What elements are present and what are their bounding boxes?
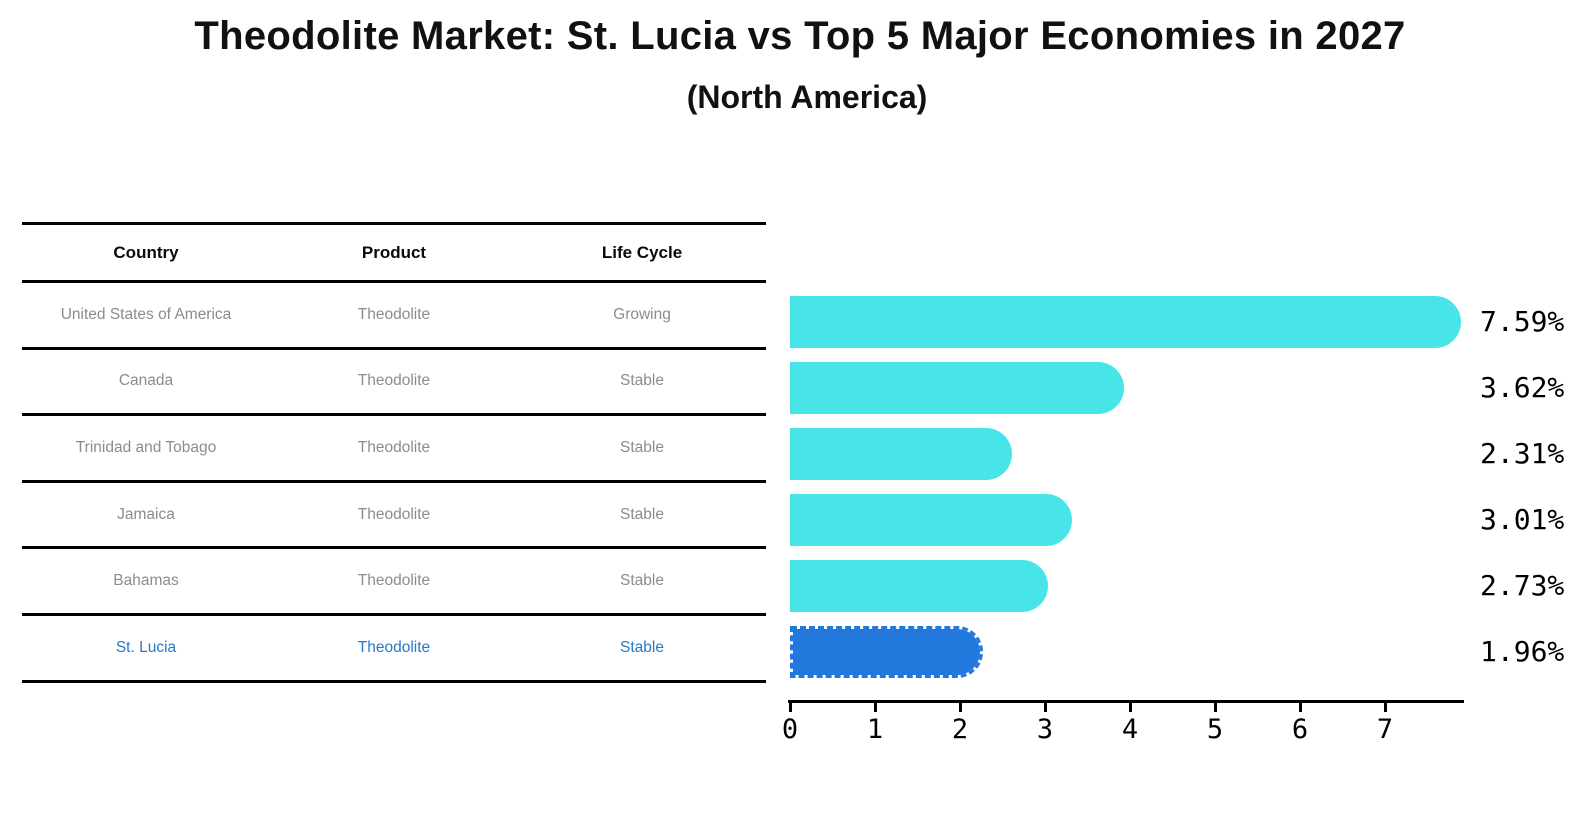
x-axis-tick-label: 3 [1036,714,1054,745]
x-axis-tick-label: 7 [1376,714,1394,745]
table-header-product: Product [361,242,427,262]
bar-value-label: 3.62% [1480,371,1565,404]
table-cell-life-cycle: Stable [620,572,664,590]
chart-title: Theodolite Market: St. Lucia vs Top 5 Ma… [194,14,1406,58]
table-cell-country: Trinidad and Tobago [75,438,217,456]
table-body: United States of America Theodolite Growin… [22,283,766,683]
table-cell-life-cycle: Stable [620,638,664,656]
bar-value-label: 1.96% [1480,635,1565,668]
bar [790,560,1049,612]
table-row: United States of America Theodolite Growin… [22,283,766,350]
table-cell-life-cycle: Stable [620,438,664,456]
bar-value-label: 7.59% [1480,305,1565,338]
table-row: Canada Theodolite Stable [22,350,766,417]
table-cell-product: Theodolite [357,505,431,523]
x-axis-tick [788,703,792,712]
chart-subtitle: (North America) [686,79,928,115]
country-table: Country Product Life Cycle United States… [22,222,766,683]
bar [790,428,1013,480]
table-row: Trinidad and Tobago Theodolite Stable [22,416,766,483]
x-axis-tick-label: 1 [866,714,884,745]
bar-highlighted [790,626,983,678]
table-header-row: Country Product Life Cycle [22,222,766,283]
table-header-life-cycle: Life Cycle [601,242,683,262]
x-axis-tick [1213,703,1217,712]
table-cell-product: Theodolite [357,638,431,656]
x-axis-tick [1043,703,1047,712]
table-cell-product: Theodolite [357,305,431,323]
table-cell-product: Theodolite [357,372,431,390]
x-axis-tick [1383,703,1387,712]
table-cell-country: United States of America [60,305,232,323]
bar [790,296,1462,348]
x-axis-tick-label: 4 [1121,714,1139,745]
table-cell-country: St. Lucia [115,638,177,656]
x-axis-tick-label: 2 [951,714,969,745]
x-axis-tick [1298,703,1302,712]
x-axis-tick [958,703,962,712]
bar [790,494,1072,546]
bar-value-label: 3.01% [1480,503,1565,536]
table-cell-country: Bahamas [113,572,179,590]
table-cell-country: Canada [118,372,174,390]
table-cell-life-cycle: Stable [620,505,664,523]
x-axis-line [788,700,1464,703]
x-axis-tick-label: 5 [1206,714,1224,745]
bar-value-label: 2.31% [1480,437,1565,470]
table-cell-life-cycle: Stable [620,372,664,390]
x-axis-tick-label: 0 [781,714,799,745]
table-cell-life-cycle: Growing [613,305,671,323]
bar-value-label: 2.73% [1480,569,1565,602]
x-axis-tick [1128,703,1132,712]
table-cell-country: Jamaica [117,505,175,523]
table-cell-product: Theodolite [357,438,431,456]
table-header-country: Country [113,242,179,262]
table-row: Bahamas Theodolite Stable [22,549,766,616]
x-axis-tick-label: 6 [1291,714,1309,745]
table-row-highlighted: St. Lucia Theodolite Stable [22,616,766,683]
bar [790,362,1124,414]
table-row: Jamaica Theodolite Stable [22,483,766,550]
x-axis-tick [873,703,877,712]
table-cell-product: Theodolite [357,572,431,590]
